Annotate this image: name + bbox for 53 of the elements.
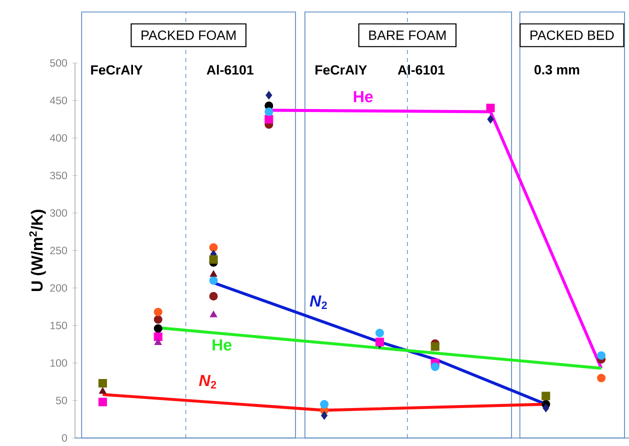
point	[542, 392, 550, 400]
annotation: Al-6101	[398, 64, 445, 75]
series-label: N$_{2}$	[310, 296, 327, 309]
text: BARE FOAM	[369, 30, 446, 40]
point	[264, 114, 274, 124]
point	[266, 90, 272, 100]
point	[264, 107, 274, 116]
y-tick-label: 450	[50, 96, 68, 104]
annotation: FeCrAlY	[91, 64, 143, 75]
y-tick-label: 250	[50, 246, 68, 254]
point	[321, 411, 328, 420]
y-tick-label: 500	[50, 59, 68, 67]
point	[154, 338, 162, 346]
point	[154, 315, 162, 324]
point	[375, 328, 384, 338]
point	[98, 378, 107, 388]
annotation: 0.3 mm	[534, 65, 580, 74]
point	[154, 308, 162, 316]
y-tick-label: 50	[56, 396, 68, 404]
point	[98, 387, 106, 394]
y-tick-label: 400	[50, 134, 68, 142]
point	[320, 400, 329, 409]
point	[597, 351, 606, 360]
point	[210, 310, 218, 318]
y-axis-title: U (W/m$^{2}$/K)	[29, 210, 46, 292]
point	[209, 243, 218, 252]
y-tick-label: 200	[50, 284, 68, 292]
point	[98, 398, 107, 406]
point	[154, 332, 162, 342]
y-tick-label: 100	[50, 359, 68, 367]
point	[209, 292, 218, 301]
y-tick-label: 150	[50, 322, 68, 330]
point	[486, 104, 495, 112]
point	[209, 276, 218, 285]
point	[597, 374, 606, 382]
point	[487, 114, 494, 124]
text: PACKED BED	[530, 30, 614, 40]
series-label: He	[354, 91, 373, 102]
annotation: FeCrAlY	[316, 64, 367, 75]
point	[430, 342, 440, 351]
annotation: Al-6101	[206, 64, 254, 75]
point	[154, 324, 162, 333]
text: PACKED FOAM	[142, 30, 236, 40]
series-label: N$_{2}$	[199, 375, 216, 388]
point	[375, 338, 384, 346]
point	[209, 255, 218, 264]
y-tick-label: 350	[50, 172, 68, 180]
y-tick-label: 0	[62, 434, 68, 442]
point	[210, 270, 218, 277]
point	[430, 362, 440, 372]
point	[542, 404, 550, 412]
series-label: He	[212, 339, 232, 351]
y-tick-label: 300	[50, 209, 68, 217]
